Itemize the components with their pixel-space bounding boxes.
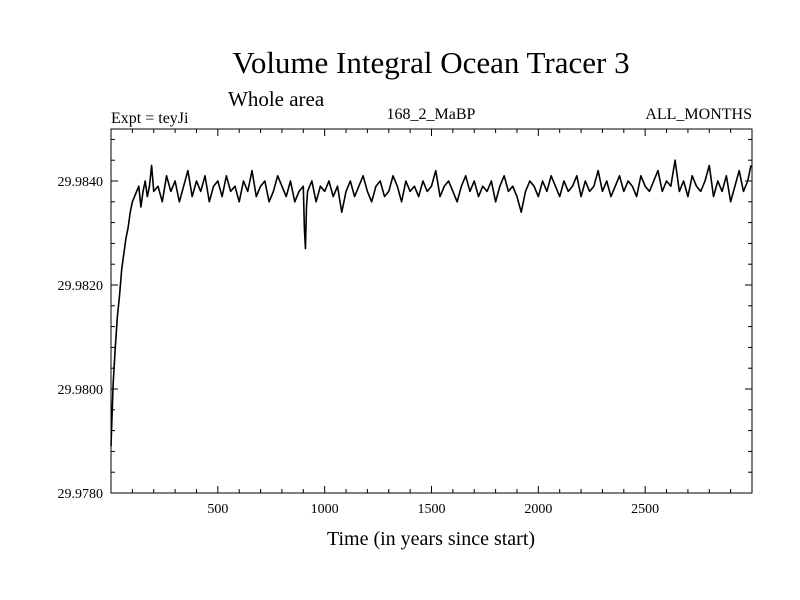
plot-frame: [110, 128, 753, 494]
y-tick-label: 29.9800: [58, 383, 104, 398]
series-line: [110, 159, 752, 447]
y-tick-label: 29.9840: [58, 175, 104, 190]
x-tick-label: 1500: [418, 502, 446, 517]
y-tick-label: 29.9820: [58, 279, 104, 294]
axis-ticks: 500 1000 1500 2000 2500 29.9780 29.9800 29.9820…: [58, 129, 752, 517]
x-tick-label: 2000: [524, 502, 552, 517]
chart-title: Volume Integral Ocean Tracer 3: [232, 45, 629, 80]
x-axis-label: Time (in years since start): [327, 528, 535, 550]
x-tick-label: 1000: [311, 502, 339, 517]
header-center-label: 168_2_MaBP: [387, 106, 476, 123]
x-tick-label: 2500: [631, 502, 659, 517]
header-left-label: Expt = teyJi: [111, 110, 189, 127]
x-tick-label: 500: [207, 502, 228, 517]
chart-subtitle: Whole area: [228, 87, 325, 111]
series-group: [110, 159, 752, 447]
y-tick-label: 29.9780: [58, 487, 104, 502]
header-right-label: ALL_MONTHS: [645, 106, 752, 123]
